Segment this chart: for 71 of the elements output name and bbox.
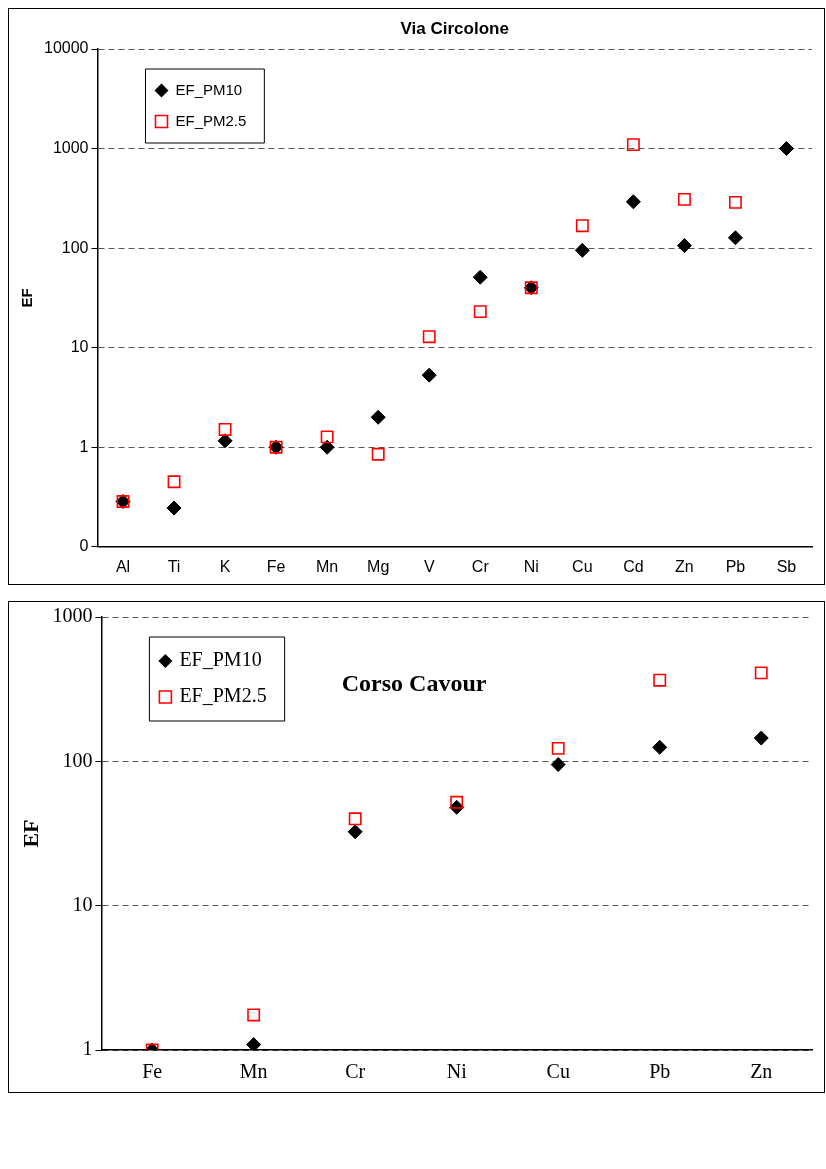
y-tick-label: 10 [72,892,93,915]
x-tick-label: V [423,557,435,575]
legend-label: EF_PM2.5 [179,684,267,707]
y-tick-label: 10000 [43,39,89,57]
point [676,238,692,254]
x-tick-label: Zn [750,1060,773,1083]
y-tick-label: 1 [79,437,89,455]
x-tick-label: Pb [725,557,746,575]
point [217,433,233,449]
y-axis-title: EF [18,288,36,308]
y-tick-label: 100 [61,238,89,256]
x-tick-label: Cd [623,557,644,575]
text: Corso Cavour [341,670,487,697]
x-tick-label: Sb [776,557,797,575]
legend-label: EF_PM2.5 [175,111,247,129]
point [450,795,464,809]
point [422,330,436,344]
point [421,367,437,383]
point [728,195,742,209]
point [319,439,335,455]
x-tick-label: Mg [367,557,390,575]
point [247,1008,261,1022]
y-tick-label: 1000 [52,604,93,627]
legend-label: EF_PM10 [175,80,243,98]
point [347,824,363,840]
legend-label: EF_PM10 [179,648,262,671]
point [753,730,769,746]
x-tick-label: K [219,557,231,575]
point [167,475,181,489]
point [653,673,667,687]
x-tick-label: Fe [266,557,286,575]
point [727,230,743,246]
point [473,305,487,319]
x-tick-label: Pb [649,1060,671,1083]
x-tick-label: Ti [167,557,181,575]
y-axis-title: EF [17,819,43,848]
y-tick-label: 100 [62,748,93,771]
y-tick-label: 1 [82,1037,93,1060]
point [625,194,641,210]
x-tick-label: Ni [523,557,539,575]
point [626,138,640,152]
x-tick-label: Cr [471,557,490,575]
x-tick-label: Cu [572,557,593,575]
point [778,141,794,157]
point [218,422,232,436]
x-tick-label: Al [115,557,131,575]
x-tick-label: Mn [239,1060,268,1083]
x-tick-label: Ni [446,1060,468,1083]
x-tick-label: Zn [675,557,694,575]
y-tick-label: 10 [70,338,89,356]
point [754,666,768,680]
point [575,219,589,233]
point [574,242,590,258]
point [246,1037,262,1050]
point [348,812,362,826]
y-tick-label: 0 [79,537,89,555]
chart-title: Via Circolone [400,18,509,38]
point [472,269,488,285]
x-tick-label: Mn [316,557,339,575]
x-tick-label: Cu [546,1060,570,1083]
point [320,430,334,444]
point [166,500,182,516]
point [677,192,691,206]
x-tick-label: Fe [142,1060,163,1083]
point [652,739,668,755]
point [550,757,566,773]
point [551,741,565,755]
x-tick-label: Cr [345,1060,366,1083]
point [371,447,385,461]
point [370,409,386,425]
y-tick-label: 1000 [52,138,89,156]
